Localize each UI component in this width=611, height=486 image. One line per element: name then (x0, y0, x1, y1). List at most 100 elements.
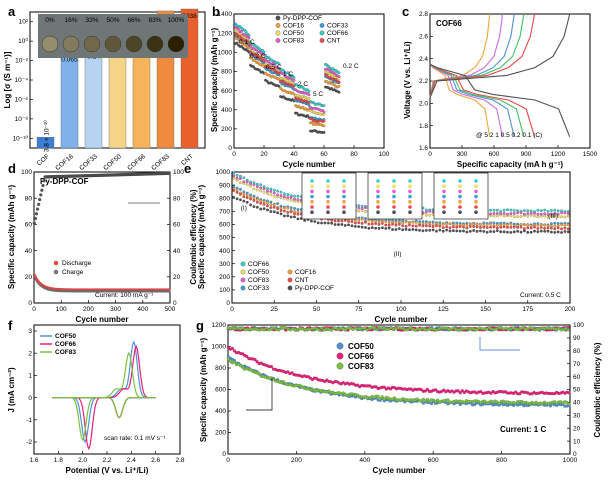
ce-point (487, 326, 491, 330)
legend-swatch (319, 30, 325, 36)
discharge-curve (429, 63, 571, 138)
rate-point (307, 90, 311, 93)
panel-c-xtick-label: 1200 (551, 151, 566, 158)
cycle-point (489, 208, 492, 212)
rate-point (337, 84, 341, 88)
panel-d-right-ytick-label: 100 (173, 169, 184, 176)
panel-label-c: c (402, 4, 409, 19)
panel-d-right-ytick-label: 20 (173, 274, 181, 281)
cycle-point (397, 222, 401, 226)
cycle-point (326, 221, 330, 225)
panel-f-xtick-label: 2.8 (175, 457, 184, 464)
panel-g-right-ytick-label: 40 (573, 400, 581, 407)
cycle-point (522, 223, 526, 226)
cycle-point (499, 225, 503, 229)
cycle-point (539, 223, 543, 227)
rate-point (249, 50, 252, 54)
ce-point (485, 327, 489, 331)
inset-point (342, 184, 346, 188)
panel-f-ytick-label: 0 (28, 395, 32, 402)
capacity-point (378, 397, 382, 401)
rate-point (277, 62, 281, 66)
cycle-point (259, 186, 263, 190)
cycle-point (255, 198, 259, 201)
cycle-point (455, 225, 459, 229)
panel-b-ytick-label: 1400 (218, 11, 233, 18)
cycle-point (408, 223, 411, 227)
cycle-point (343, 223, 347, 227)
panel-g-right-ytick-label: 50 (573, 387, 581, 394)
cycle-point (489, 222, 492, 226)
cycle-point (316, 221, 320, 225)
cycle-point (340, 223, 344, 226)
capacity-point (456, 389, 460, 393)
cycle-point (235, 197, 239, 201)
cycle-point (381, 226, 384, 230)
inset-point (408, 184, 412, 188)
panel-e-ytick-label: 400 (219, 248, 230, 255)
inset-point (474, 210, 478, 214)
cycle-point (512, 230, 516, 234)
panel-e-note: Current: 0.5 C (520, 292, 561, 299)
ce-point (262, 328, 266, 332)
cycle-point (239, 181, 242, 185)
cycle-point (411, 228, 415, 231)
panel-e-cycling-comparison-chart: 0 25 50 75 100 125 150 175 200 0 100 200 300 400 500 60… (197, 169, 576, 324)
rate-point (262, 53, 266, 57)
rate-point (337, 71, 341, 75)
panel-b-xlabel: Cycle number (283, 160, 336, 169)
legend-swatch (240, 269, 246, 275)
rate-point (277, 72, 281, 75)
cycle-point (435, 229, 438, 233)
cycle-point (276, 207, 280, 210)
legend-label: COF66 (348, 352, 374, 361)
panel-g-right-ytick-label: 90 (573, 335, 581, 342)
cycle-point (286, 193, 290, 197)
cycle-point (255, 182, 259, 186)
inset-point (442, 189, 446, 194)
inset-pellet (62, 35, 80, 53)
capacity-point (514, 390, 518, 394)
inset-point (392, 205, 396, 209)
cycle-point (563, 223, 567, 227)
inset-point (310, 205, 314, 209)
inset-point (408, 205, 412, 209)
cycle-point (370, 222, 374, 226)
cycle-point (411, 224, 415, 228)
panel-d-xtick-label: 500 (165, 306, 176, 313)
cycle-point (370, 220, 374, 223)
rate-point (268, 66, 272, 70)
inset-point (458, 189, 462, 194)
capacity-point (497, 401, 501, 405)
cycle-point (445, 225, 449, 229)
cycle-point (266, 208, 269, 212)
ce-point (284, 326, 288, 330)
cycle-point (272, 205, 276, 209)
rate-point (244, 30, 248, 34)
legend-label: COF83 (248, 277, 269, 284)
capacity-point (489, 391, 493, 395)
cycle-point (235, 191, 239, 194)
inset-point (376, 184, 380, 188)
cycle-point (539, 229, 543, 233)
cycle-point (401, 228, 405, 232)
cycle-point (492, 214, 496, 218)
panel-e-xtick-label: 150 (480, 306, 491, 313)
cycle-point (381, 222, 384, 225)
inset-point (342, 205, 346, 209)
legend-swatch (240, 285, 246, 291)
cycle-point (553, 211, 557, 215)
cycle-point (330, 218, 334, 222)
cycle-point (239, 177, 242, 181)
bar-cof (36, 136, 55, 149)
panel-g-ylabel: Specific capacity (mAh g⁻¹) (199, 338, 208, 443)
inset-percent-label: 0% (45, 17, 55, 24)
legend-swatch (336, 342, 344, 350)
rate-point (306, 114, 309, 117)
panel-b-ytick-label: 1000 (218, 49, 233, 56)
capacity-point (434, 388, 438, 392)
cycle-point (529, 211, 533, 215)
cycle-point (431, 228, 435, 232)
ce-point (375, 328, 379, 332)
panel-g-ytick-label: 0 (222, 451, 226, 458)
